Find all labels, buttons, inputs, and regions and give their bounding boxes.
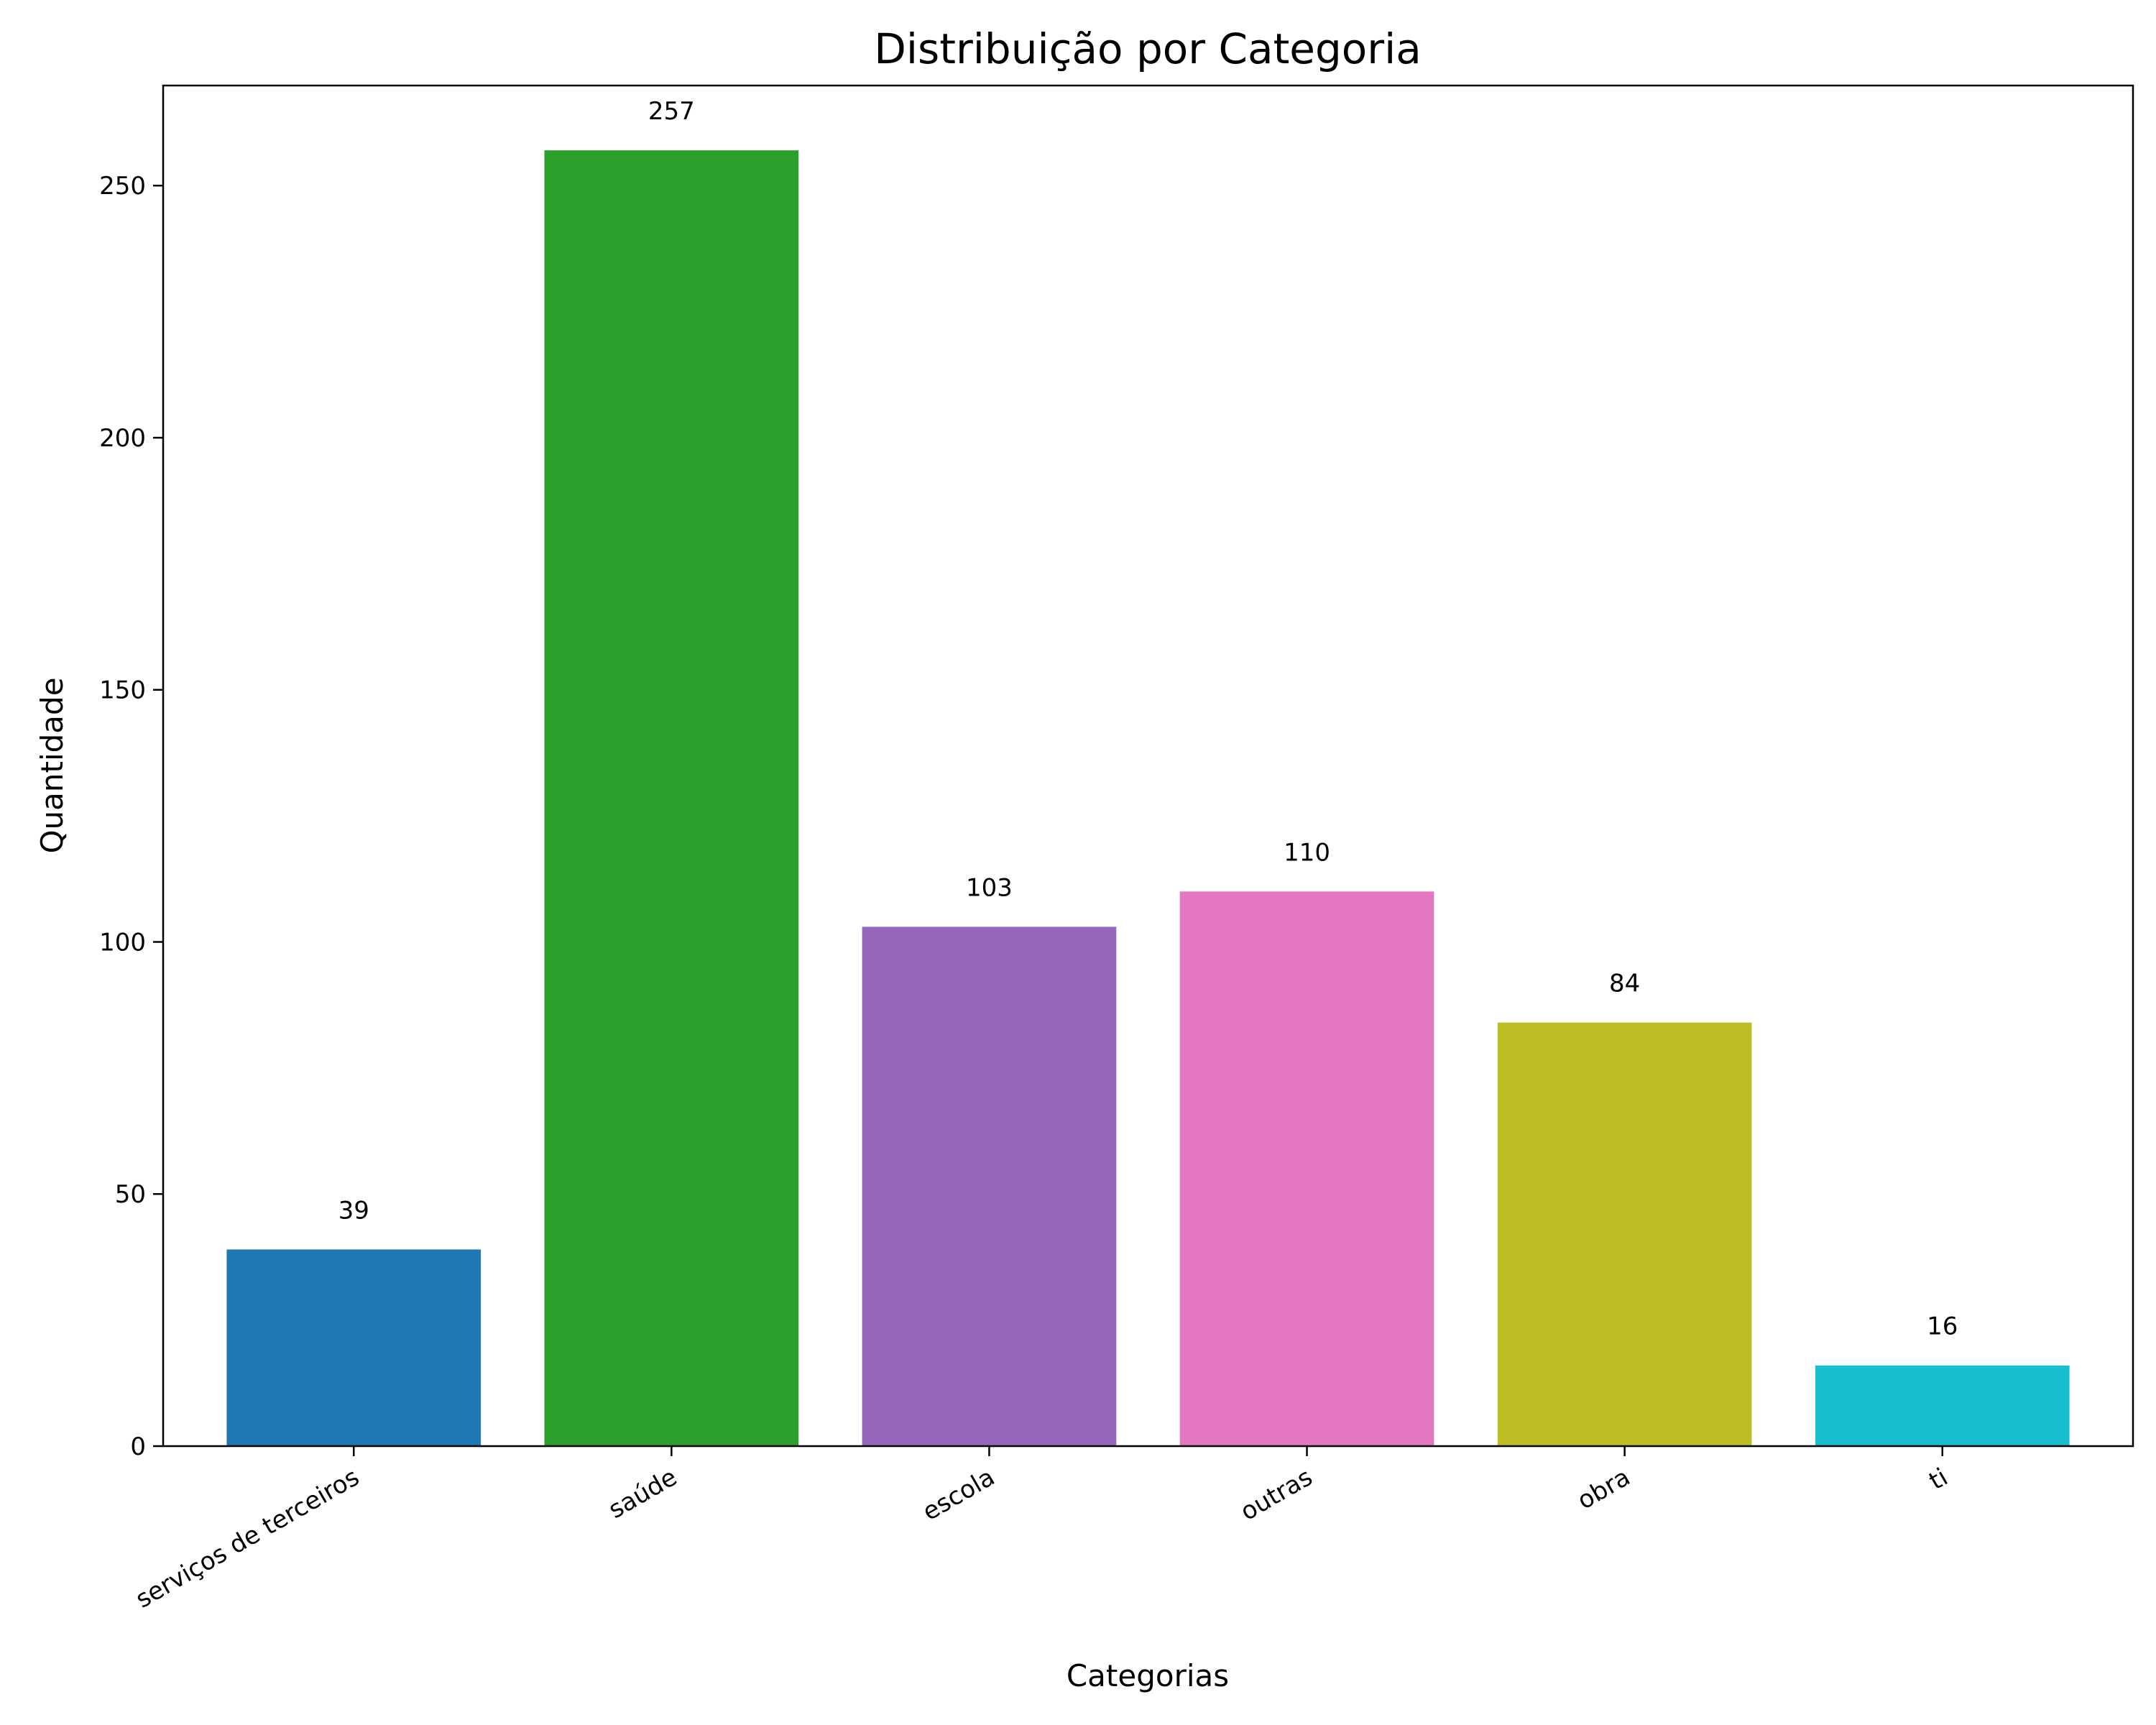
bars-group [226,150,2070,1447]
plot-frame [162,84,2134,1448]
bar [1179,891,1434,1446]
bar-value-label: 84 [1609,970,1640,998]
y-tick-label: 150 [99,676,146,705]
bar-value-label: 103 [966,873,1013,902]
y-tick-label: 0 [130,1432,146,1461]
y-axis: 0 50 100 150 200 250 [99,172,163,1461]
y-tick-label: 200 [99,424,146,453]
bar-value-label: 110 [1284,838,1330,867]
bar-value-label: 257 [648,97,695,126]
bar [1815,1365,2070,1446]
y-tick-label: 50 [115,1180,146,1209]
chart-title: Distribuição por Categoria [874,24,1422,73]
bar-value-label: 39 [338,1196,369,1225]
x-axis-label: Categorias [1067,1658,1229,1693]
value-labels-group: 39 257 103 110 84 16 [338,97,1958,1341]
y-tick-label: 250 [99,172,146,201]
y-tick-label: 100 [99,928,146,957]
bar [1497,1022,1752,1446]
bar-value-label: 16 [1927,1312,1958,1341]
y-axis-label: Quantidade [34,677,70,853]
bar [544,150,799,1447]
bar [226,1249,482,1446]
bar [862,926,1117,1446]
